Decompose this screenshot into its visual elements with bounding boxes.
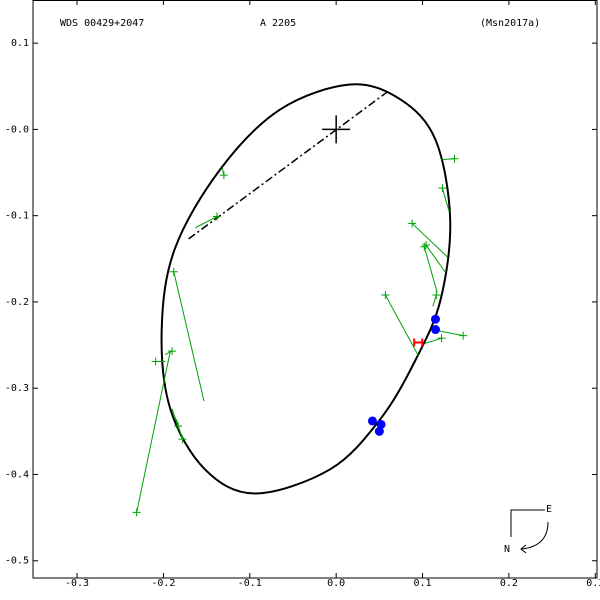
observation [432, 291, 441, 300]
compass-north: N [504, 544, 510, 555]
observation [132, 508, 141, 517]
observation [437, 334, 446, 343]
observation [408, 219, 417, 228]
speckle-point [430, 314, 440, 324]
residual-line [411, 223, 448, 258]
observation [169, 267, 178, 276]
chart-title: WDS 00429+2047 [60, 18, 144, 29]
residual-line [425, 244, 446, 273]
observation [178, 435, 187, 444]
observation [219, 171, 228, 180]
observation [381, 291, 390, 300]
residual-line [441, 187, 450, 213]
observation [459, 331, 468, 340]
x-tick-label: 0.2 [500, 578, 518, 589]
residual-line [175, 419, 183, 440]
observation [168, 347, 177, 356]
y-tick-label: 0.1 [11, 38, 29, 49]
speckle-point [430, 325, 440, 335]
observation [421, 241, 430, 250]
x-tick-label: 0.0 [327, 578, 345, 589]
compass [510, 509, 549, 554]
y-tick-label: -0.5 [5, 556, 29, 567]
y-tick-label: -0.4 [5, 469, 29, 480]
observation [212, 212, 221, 221]
x-tick-label: -0.1 [238, 578, 262, 589]
observation [151, 357, 160, 366]
residual-line [195, 216, 218, 229]
chart-subtitle: A 2205 [260, 18, 296, 29]
residual-line [136, 351, 171, 513]
observation [450, 154, 459, 163]
reference: (Msn2017a) [480, 18, 540, 29]
residual-line [173, 271, 205, 402]
observation [438, 184, 447, 193]
residual-line [384, 294, 419, 356]
residual-line [164, 350, 173, 356]
x-tick-label: 0.1 [414, 578, 432, 589]
compass-axes [510, 509, 545, 537]
y-tick-label: -0.0 [5, 124, 29, 135]
frame [32, 0, 598, 579]
compass-arrow [521, 521, 549, 550]
speckle-point [376, 419, 386, 429]
y-tick-label: -0.3 [5, 383, 29, 394]
observation [420, 242, 429, 251]
x-tick-label: 0.3 [586, 578, 600, 589]
y-tick-label: -0.1 [5, 211, 29, 222]
x-tick-label: -0.3 [65, 578, 89, 589]
primary-star [322, 115, 351, 144]
speckle-point [367, 416, 377, 426]
y-tick-label: -0.2 [5, 297, 29, 308]
residual-line [432, 294, 437, 307]
residual-line [423, 246, 438, 293]
x-tick-label: -0.2 [151, 578, 175, 589]
compass-arrowhead [520, 544, 527, 554]
line-of-apsides [188, 90, 389, 240]
hipparcos-point [413, 338, 424, 347]
speckle-point [374, 426, 384, 436]
compass-east: E [546, 504, 552, 515]
residual-line [424, 337, 442, 344]
orbit [160, 83, 452, 495]
